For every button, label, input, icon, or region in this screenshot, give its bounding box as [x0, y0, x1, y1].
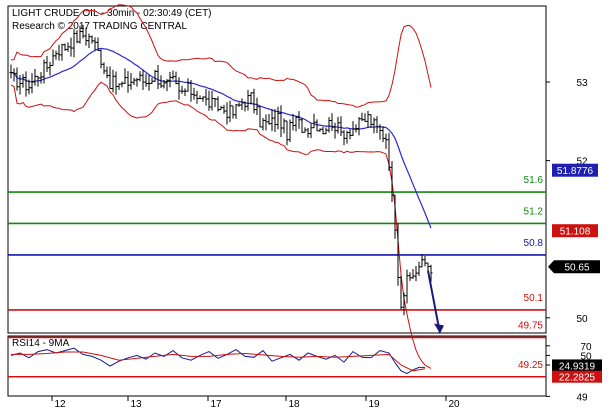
x-tick-label: 20: [448, 399, 460, 410]
forecast-arrow-head: [434, 323, 444, 334]
price-box: [552, 163, 598, 177]
level-label: 50.8: [524, 238, 544, 249]
rsi-value-label: 24.9319: [559, 361, 596, 372]
level-label: 50.1: [524, 293, 544, 304]
rsi-value-label: 22.2825: [559, 373, 596, 384]
y-tick-label: 53: [576, 78, 588, 89]
price-box: [552, 224, 598, 238]
rsi-panel-frame: [7, 335, 547, 397]
rsi-value-box: [552, 359, 602, 372]
x-tick-label: 17: [210, 399, 222, 410]
rsi-title: RSI14 - 9MA: [12, 338, 70, 349]
upper-band-line: [10, 4, 432, 108]
x-tick-label: 12: [54, 399, 66, 410]
price-box-label: 51.108: [560, 227, 591, 238]
y-tick-label: 50: [576, 314, 588, 325]
moving-average-line: [10, 47, 432, 229]
price-panel-frame: [7, 5, 547, 334]
level-label: 49.25: [518, 360, 543, 371]
x-tick-label: 19: [368, 399, 380, 410]
x-tick-label: 18: [288, 399, 300, 410]
lower-band-line: [10, 81, 432, 369]
x-tick-label: 13: [130, 399, 142, 410]
rsi-tick-label: 70: [580, 342, 592, 353]
level-label: 51.6: [524, 175, 544, 186]
rsi-value-box: [552, 370, 602, 383]
rsi-ma-line: [11, 351, 426, 372]
price-box-label: 51.8776: [557, 166, 594, 177]
forecast-arrow: [427, 270, 441, 334]
current-price-marker: [548, 260, 600, 274]
level-label: 51.2: [524, 206, 544, 217]
current-price-label: 50.65: [564, 263, 589, 274]
level-label: 49.75: [518, 320, 543, 331]
y-tick-label: 52: [576, 157, 588, 168]
chart-title: LIGHT CRUDE OIL - 30min - 02:30:49 (CET): [12, 8, 212, 19]
y-tick-label: 49: [576, 392, 588, 403]
chart-subtitle: Research © 2017 TRADING CENTRAL: [12, 21, 188, 32]
rsi-tick-label: 50: [580, 351, 592, 362]
